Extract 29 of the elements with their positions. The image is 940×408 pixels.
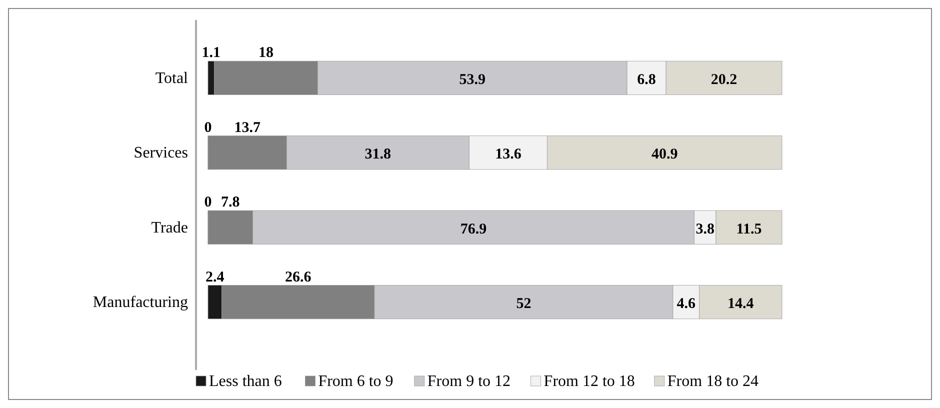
y-tick-label: Total	[155, 70, 189, 87]
data-label: 18	[258, 45, 274, 62]
data-label: 2.4	[206, 269, 225, 286]
legend-label: Less than 6	[209, 373, 282, 390]
legend-label: From 12 to 18	[544, 373, 635, 390]
data-label: 6.8	[637, 72, 656, 88]
data-label: 13.6	[495, 146, 522, 163]
data-label: 31.8	[364, 146, 392, 163]
legend-label: From 6 to 9	[318, 373, 394, 390]
data-label: 53.9	[459, 72, 486, 88]
data-label: 13.7	[234, 120, 261, 136]
data-label: 3.8	[696, 221, 714, 238]
data-label: 40.9	[651, 146, 678, 163]
data-label: 11.5	[736, 221, 762, 238]
data-label: 0	[204, 120, 212, 136]
data-label: 1.1	[202, 45, 221, 62]
y-tick-label: Services	[134, 144, 188, 162]
data-label: 7.8	[221, 194, 240, 211]
y-tick-label: Trade	[151, 219, 188, 236]
legend-label: From 18 to 24	[667, 373, 759, 390]
data-label: 4.6	[676, 296, 696, 312]
data-label: 52	[516, 296, 532, 312]
data-label: 20.2	[710, 72, 738, 88]
data-label: 14.4	[728, 296, 754, 312]
data-label: 26.6	[284, 269, 312, 286]
data-label: 76.9	[460, 221, 487, 238]
legend-label: From 9 to 12	[427, 373, 511, 390]
data-label: 0	[204, 194, 212, 211]
y-tick-label: Manufacturing	[92, 294, 188, 312]
